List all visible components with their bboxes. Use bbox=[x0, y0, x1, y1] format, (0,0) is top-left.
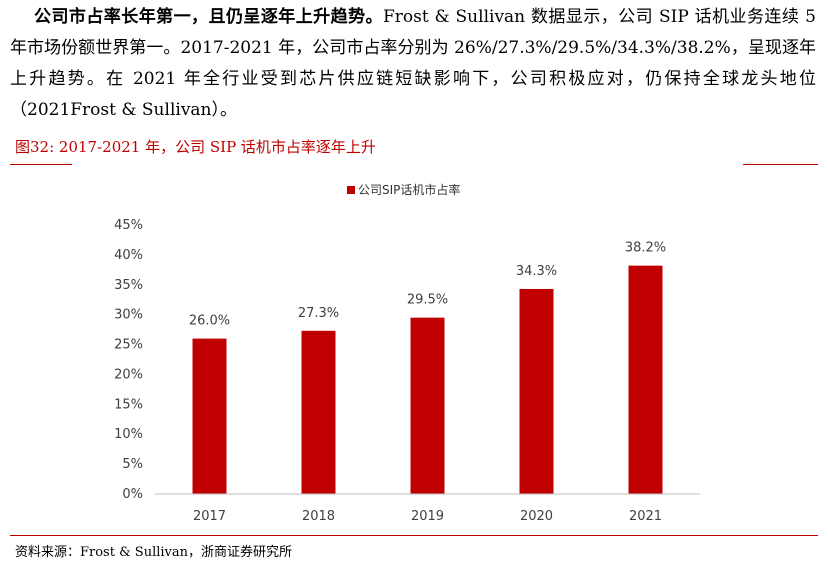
y-tick-label: 5% bbox=[122, 457, 143, 472]
intro-paragraph: 公司市占率长年第一，且仍呈逐年上升趋势。Frost & Sullivan 数据显… bbox=[10, 2, 816, 126]
paragraph-body: Frost & Sullivan 数据显示，公司 SIP 话机业务连续 5 年市… bbox=[10, 7, 816, 120]
source-note: 资料来源：Frost & Sullivan，浙商证券研究所 bbox=[15, 545, 293, 560]
y-tick-label: 25% bbox=[114, 338, 143, 353]
x-tick-label-2019: 2019 bbox=[411, 509, 444, 524]
figure-title: 图32: 2017-2021 年，公司 SIP 话机市占率逐年上升 bbox=[15, 138, 376, 156]
data-label-2017: 26.0% bbox=[189, 314, 230, 329]
y-tick-label: 40% bbox=[114, 248, 143, 263]
y-tick-label: 35% bbox=[114, 278, 143, 293]
bar-2017 bbox=[192, 338, 227, 494]
y-axis: 0% 5% 10% 15% 20% 25% 30% 35% 40% 45% bbox=[114, 218, 143, 502]
bar-2018 bbox=[301, 330, 336, 494]
source-rule bbox=[10, 535, 818, 536]
legend: 公司SIP话机市占率 bbox=[347, 182, 460, 197]
x-tick-label-2020: 2020 bbox=[520, 509, 553, 524]
data-label-2020: 34.3% bbox=[516, 264, 557, 279]
x-tick-label-2021: 2021 bbox=[629, 509, 662, 524]
legend-swatch bbox=[347, 186, 355, 194]
paragraph-lead: 公司市占率长年第一，且仍呈逐年上升趋势。 bbox=[34, 7, 383, 27]
x-tick-label-2017: 2017 bbox=[193, 509, 226, 524]
title-underline-right bbox=[743, 164, 818, 165]
y-tick-label: 0% bbox=[122, 487, 143, 502]
y-tick-label: 20% bbox=[114, 367, 143, 382]
legend-label: 公司SIP话机市占率 bbox=[358, 182, 460, 197]
data-label-2019: 29.5% bbox=[407, 293, 448, 308]
bars: 26.0% 27.3% 29.5% 34.3% 38.2% bbox=[189, 241, 666, 494]
data-label-2021: 38.2% bbox=[625, 241, 666, 256]
bar-2021 bbox=[628, 265, 663, 494]
y-tick-label: 10% bbox=[114, 427, 143, 442]
bar-2019 bbox=[410, 317, 445, 494]
bar-2020 bbox=[519, 288, 554, 494]
title-underline-left bbox=[10, 164, 72, 165]
x-tick-label-2018: 2018 bbox=[302, 509, 335, 524]
data-label-2018: 27.3% bbox=[298, 306, 339, 321]
y-tick-label: 30% bbox=[114, 308, 143, 323]
y-tick-label: 45% bbox=[114, 218, 143, 233]
x-axis: 2017 2018 2019 2020 2021 bbox=[193, 509, 662, 524]
y-tick-label: 15% bbox=[114, 397, 143, 412]
